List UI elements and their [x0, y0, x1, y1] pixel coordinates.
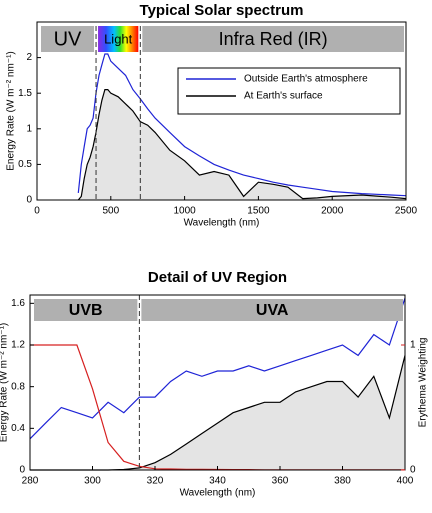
area: [78, 89, 407, 200]
y-tick-label: 1: [26, 123, 32, 134]
band-box: [98, 26, 139, 52]
series-line: [77, 89, 407, 201]
x-tick-label: 280: [22, 476, 39, 487]
x-tick-label: 1500: [247, 206, 270, 217]
band-label: UVA: [256, 302, 289, 319]
band-label: UV: [54, 28, 82, 50]
band-label: Infra Red (IR): [219, 29, 328, 49]
series-line: [77, 53, 407, 197]
x-tick-label: 380: [334, 476, 351, 487]
x-tick-label: 320: [147, 476, 164, 487]
x-tick-label: 340: [209, 476, 226, 487]
band-box: [41, 26, 95, 52]
chart-title: Typical Solar spectrum: [140, 2, 304, 19]
y-tick-label: 0.4: [11, 423, 25, 434]
chart-title: Detail of UV Region: [148, 269, 287, 286]
x-tick-label: 0: [34, 206, 40, 217]
band-box: [142, 26, 404, 52]
x-tick-label: 2000: [321, 206, 344, 217]
x-tick-label: 2500: [395, 206, 418, 217]
y-tick-label: 1.5: [18, 88, 32, 99]
x-axis-label: Wavelength (nm): [184, 218, 260, 229]
y-tick-label: 1.6: [11, 298, 25, 309]
band-box: [34, 299, 138, 321]
y-axis-label: Energy Rate (W m⁻² nm⁻¹): [0, 323, 10, 442]
legend-box: [177, 67, 401, 115]
band-box: [141, 299, 403, 321]
x-tick-label: 500: [102, 206, 119, 217]
x-tick-label: 360: [272, 476, 289, 487]
band-label: Light: [104, 31, 133, 46]
x-tick-label: 1000: [173, 206, 196, 217]
y-tick-label: 0: [19, 465, 25, 476]
y-tick-label: 2: [26, 52, 32, 63]
y-tick-label: 1.2: [11, 340, 25, 351]
y-tick-label: 0: [26, 195, 32, 206]
y-tick-label: 0.8: [11, 381, 25, 392]
y2-tick-label: 1: [410, 340, 416, 351]
y-axis-label: Energy Rate (W m⁻² nm⁻¹): [6, 51, 17, 170]
plot-frame: [36, 21, 407, 201]
y2-axis-label: Erythema Weighting: [418, 338, 429, 428]
x-tick-label: 300: [84, 476, 101, 487]
legend-label: Outside Earth's atmosphere: [244, 74, 368, 85]
legend-label: At Earth's surface: [244, 91, 323, 102]
x-axis-label: Wavelength (nm): [180, 488, 256, 499]
y2-tick-label: 0: [410, 465, 416, 476]
y-tick-label: 0.5: [18, 159, 32, 170]
series-line: [29, 297, 406, 440]
x-tick-label: 400: [397, 476, 414, 487]
area: [30, 355, 405, 470]
band-label: UVB: [69, 302, 103, 319]
